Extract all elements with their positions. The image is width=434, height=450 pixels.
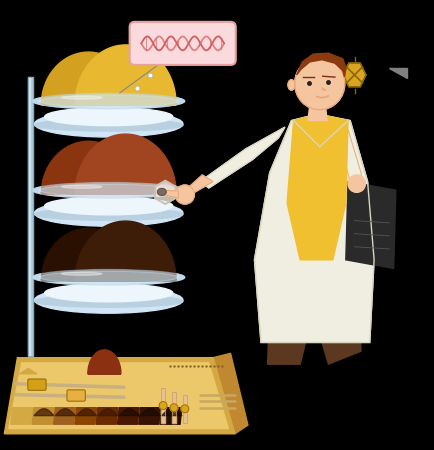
Polygon shape — [345, 181, 395, 269]
Ellipse shape — [33, 270, 184, 285]
Polygon shape — [117, 408, 139, 424]
Circle shape — [170, 404, 178, 412]
Ellipse shape — [33, 93, 184, 109]
Bar — [182, 395, 187, 423]
Bar — [28, 77, 33, 356]
Polygon shape — [342, 63, 365, 87]
Polygon shape — [53, 408, 75, 424]
Bar — [28, 77, 30, 356]
Polygon shape — [76, 409, 96, 416]
FancyBboxPatch shape — [28, 379, 46, 390]
Ellipse shape — [33, 183, 184, 198]
Ellipse shape — [35, 111, 182, 137]
Bar — [171, 392, 176, 423]
Ellipse shape — [35, 208, 182, 220]
Ellipse shape — [33, 93, 184, 109]
Bar — [171, 392, 176, 423]
Polygon shape — [140, 409, 160, 416]
Ellipse shape — [39, 184, 178, 197]
Polygon shape — [180, 175, 213, 197]
Polygon shape — [96, 408, 118, 424]
Ellipse shape — [39, 95, 178, 108]
Polygon shape — [20, 369, 37, 374]
Ellipse shape — [33, 183, 184, 198]
Ellipse shape — [294, 58, 344, 110]
Ellipse shape — [39, 184, 178, 197]
Ellipse shape — [287, 80, 294, 90]
Ellipse shape — [39, 95, 178, 108]
Polygon shape — [75, 134, 176, 194]
Polygon shape — [336, 129, 367, 234]
Polygon shape — [155, 180, 175, 204]
Ellipse shape — [35, 287, 182, 313]
Ellipse shape — [45, 197, 172, 215]
Polygon shape — [200, 127, 284, 188]
FancyBboxPatch shape — [67, 390, 85, 401]
Polygon shape — [4, 358, 234, 434]
Ellipse shape — [62, 185, 102, 188]
Ellipse shape — [62, 96, 102, 99]
Polygon shape — [158, 190, 178, 198]
Polygon shape — [307, 105, 326, 121]
Polygon shape — [254, 114, 373, 342]
Polygon shape — [286, 114, 347, 260]
Bar — [161, 388, 165, 423]
Ellipse shape — [35, 119, 182, 131]
Bar — [161, 388, 165, 423]
Polygon shape — [34, 409, 54, 416]
Polygon shape — [75, 45, 176, 105]
Circle shape — [347, 175, 365, 193]
Bar — [28, 77, 33, 356]
Ellipse shape — [157, 189, 166, 195]
Polygon shape — [41, 228, 135, 281]
Polygon shape — [9, 363, 228, 428]
Polygon shape — [296, 53, 345, 77]
Polygon shape — [32, 408, 54, 424]
Polygon shape — [88, 350, 121, 374]
Polygon shape — [213, 353, 247, 434]
Circle shape — [175, 185, 194, 204]
Ellipse shape — [35, 295, 182, 307]
Ellipse shape — [45, 284, 172, 302]
Polygon shape — [138, 408, 160, 424]
Polygon shape — [388, 68, 406, 78]
Circle shape — [159, 401, 167, 410]
Ellipse shape — [45, 108, 172, 126]
FancyBboxPatch shape — [129, 22, 235, 65]
Ellipse shape — [33, 270, 184, 285]
Polygon shape — [75, 408, 96, 424]
Polygon shape — [41, 52, 135, 105]
Polygon shape — [98, 409, 118, 416]
Polygon shape — [75, 221, 176, 281]
Ellipse shape — [39, 271, 178, 284]
Circle shape — [181, 405, 188, 413]
Polygon shape — [55, 409, 75, 416]
Polygon shape — [267, 260, 360, 364]
Polygon shape — [11, 408, 33, 424]
Polygon shape — [160, 408, 181, 424]
Polygon shape — [161, 409, 181, 416]
Polygon shape — [119, 409, 139, 416]
Ellipse shape — [35, 200, 182, 226]
Polygon shape — [41, 141, 135, 194]
Bar — [182, 395, 187, 423]
Ellipse shape — [62, 272, 102, 275]
Ellipse shape — [39, 271, 178, 284]
